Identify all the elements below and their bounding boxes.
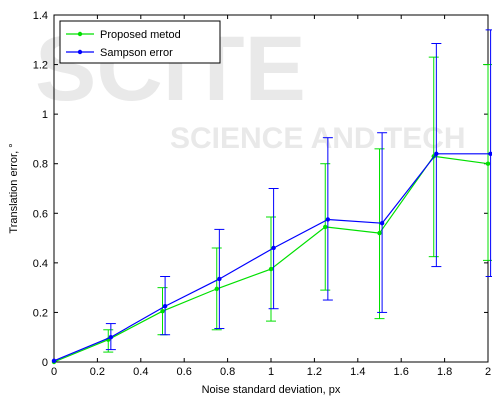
y-tick-label: 1.2	[33, 60, 48, 72]
x-tick-label: 1.6	[394, 366, 409, 378]
x-tick-label: 0.8	[220, 366, 235, 378]
x-tick-label: 1.2	[307, 366, 322, 378]
x-axis-ticks: 0 0.2 0.4 0.6 0.8 1 1.2 1.4 1.6 1.8 2	[51, 15, 491, 378]
legend: Proposed metod Sampson error	[59, 20, 221, 64]
data-point	[379, 221, 385, 226]
data-point	[162, 304, 168, 309]
data-point	[325, 217, 331, 222]
data-point	[108, 335, 114, 340]
data-point	[268, 266, 274, 272]
data-point	[488, 151, 492, 156]
data-point	[217, 276, 222, 282]
series-layer	[51, 29, 492, 365]
x-tick-label: 0.6	[177, 366, 192, 378]
x-tick-label: 0	[51, 366, 57, 378]
x-tick-label: 0.4	[133, 366, 148, 378]
x-tick-label: 1	[268, 366, 274, 378]
series-sampson-error	[51, 29, 492, 363]
y-axis-ticks: 0 0.2 0.4 0.6 0.8 1 1.2 1.4	[33, 10, 488, 369]
y-tick-label: 1.4	[33, 10, 48, 22]
x-tick-label: 2	[485, 366, 491, 378]
y-axis-label: Translation error, °	[8, 143, 20, 233]
data-point	[214, 286, 219, 292]
y-tick-label: 0	[42, 357, 48, 369]
y-tick-label: 0.6	[33, 208, 48, 220]
legend-label: Sampson error	[100, 47, 173, 59]
y-tick-label: 0.2	[33, 307, 48, 319]
y-tick-label: 0.4	[33, 258, 48, 270]
legend-swatch-marker	[77, 49, 83, 55]
data-point	[51, 358, 57, 363]
data-point	[377, 230, 382, 236]
x-axis-label: Noise standard deviation, px	[202, 384, 341, 396]
data-point	[485, 161, 491, 166]
x-tick-label: 0.2	[90, 366, 105, 378]
legend-label: Proposed metod	[100, 29, 181, 41]
legend-swatch-marker	[77, 31, 83, 37]
data-point	[271, 245, 276, 251]
y-tick-label: 1	[42, 109, 48, 121]
data-point	[160, 308, 165, 314]
data-point	[434, 151, 439, 156]
series-line	[53, 153, 491, 362]
svg-text:SCIENCE AND TECH: SCIENCE AND TECH	[170, 122, 466, 155]
data-point	[323, 224, 328, 230]
x-tick-label: 1.4	[350, 366, 365, 378]
legend-box	[59, 20, 221, 64]
y-tick-label: 0.8	[33, 159, 48, 171]
x-tick-label: 1.8	[437, 366, 452, 378]
